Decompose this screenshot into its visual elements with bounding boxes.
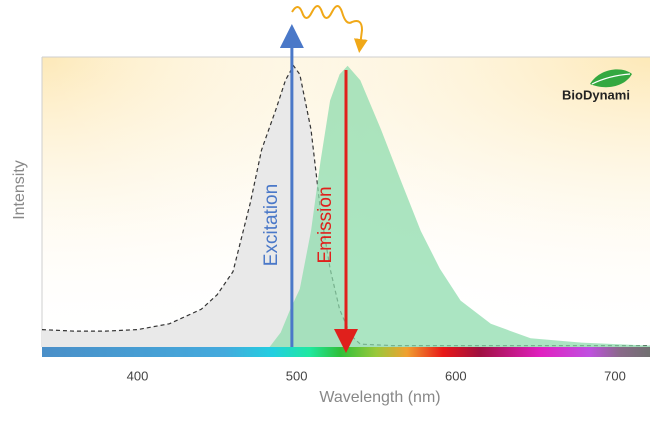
- photon-wave: [291, 5, 368, 53]
- legend-label: Emission: [315, 186, 336, 263]
- logo-vein: [591, 73, 631, 85]
- logo-text: BioDynami: [562, 87, 630, 102]
- logo: BioDynami: [562, 69, 632, 102]
- plot-frame: [41, 56, 650, 347]
- x-tick-label: 400: [127, 368, 149, 383]
- y-axis-label: Intensity: [11, 160, 28, 220]
- x-tick-label: 700: [604, 368, 626, 383]
- plot-area: [41, 64, 650, 347]
- legend-label: Excitation: [261, 184, 282, 266]
- area-fill: [269, 65, 650, 347]
- x-axis-label: Wavelength (nm): [319, 389, 440, 406]
- spectrum-bar: [42, 347, 650, 357]
- x-tick-label: 500: [286, 368, 308, 383]
- x-tick-label: 600: [445, 368, 467, 383]
- logo-leaf: [590, 69, 632, 88]
